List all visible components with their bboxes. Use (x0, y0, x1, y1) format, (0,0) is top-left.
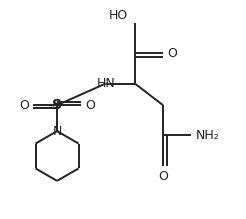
Text: O: O (19, 99, 29, 112)
Text: O: O (158, 170, 168, 184)
Text: O: O (85, 99, 95, 112)
Text: NH₂: NH₂ (196, 129, 219, 142)
Text: S: S (52, 98, 62, 112)
Text: N: N (52, 125, 62, 138)
Text: HO: HO (109, 9, 128, 22)
Text: O: O (167, 47, 177, 60)
Text: HN: HN (96, 77, 115, 90)
